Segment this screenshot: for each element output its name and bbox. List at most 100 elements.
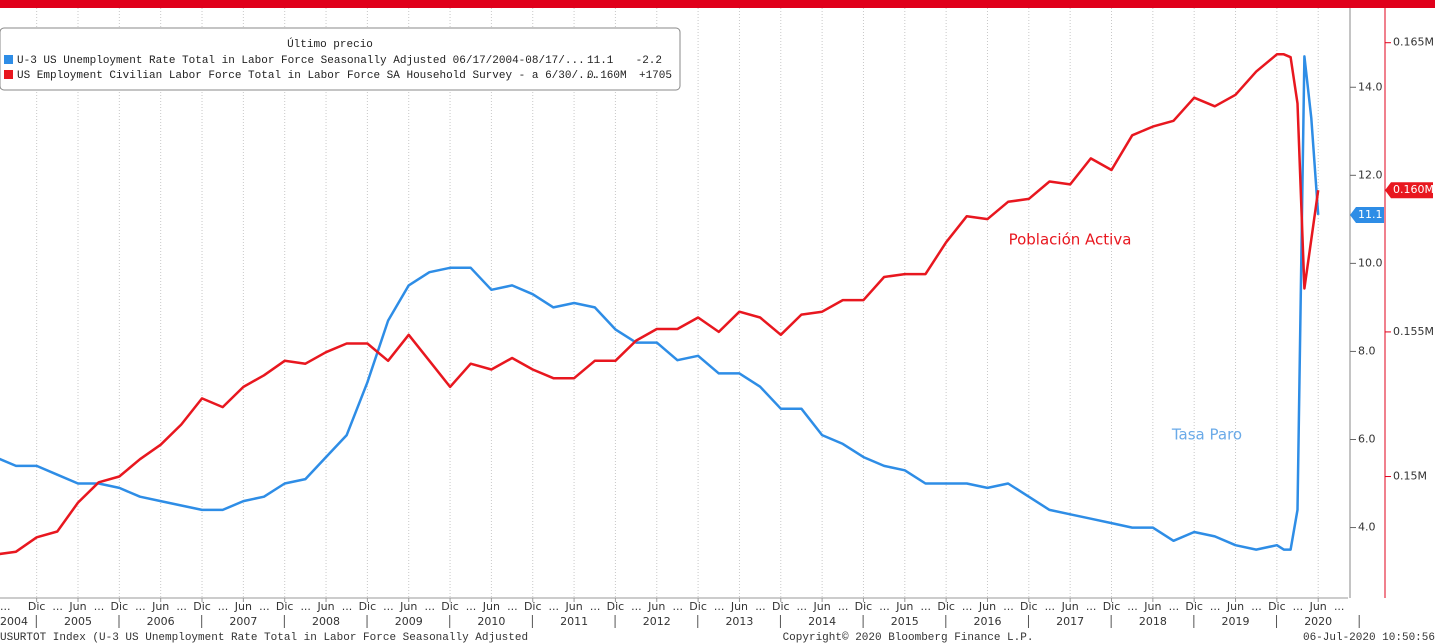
x-tick-label: Jun <box>1226 600 1244 613</box>
x-tick-label: Jun <box>730 600 748 613</box>
x-year-label: 2010 <box>477 615 505 628</box>
series-line <box>0 55 1320 551</box>
footer-timestamp: 06-Jul-2020 10:50:56 <box>1303 632 1435 644</box>
x-tick-label: Dic <box>937 600 955 613</box>
legend-box <box>0 27 681 91</box>
x-tick-label: Jun <box>316 600 334 613</box>
legend-swatch <box>4 70 13 79</box>
x-tick-label: Jun <box>399 600 417 613</box>
x-year-label: 2007 <box>229 615 257 628</box>
x-year-label: 2019 <box>1222 615 1250 628</box>
x-tick-gap: ... <box>135 600 146 613</box>
x-tick-label: Dic <box>193 600 211 613</box>
x-tick-label: Dic <box>1103 600 1121 613</box>
x-tick-label: Dic <box>524 600 542 613</box>
x-year-label: 2015 <box>891 615 919 628</box>
x-tick-label: Jun <box>482 600 500 613</box>
y-tick-label: 6.0 <box>1358 432 1376 445</box>
series-line <box>0 53 1320 556</box>
x-tick-label: Dic <box>441 600 459 613</box>
x-tick-gap: ... <box>1334 600 1345 613</box>
x-year-label: 2008 <box>312 615 340 628</box>
legend-change: +1705 <box>639 70 672 82</box>
legend-last: 0.160M <box>587 70 627 82</box>
legend-label: US Employment Civilian Labor Force Total… <box>17 70 598 82</box>
x-tick-gap: ... <box>466 600 477 613</box>
y-tick-label: 14.0 <box>1358 80 1383 93</box>
x-tick-gap: ... <box>714 600 725 613</box>
x-tick-gap: ... <box>673 600 684 613</box>
x-tick-gap: ... <box>1210 600 1221 613</box>
footer-source: USURTOT Index (U-3 US Unemployment Rate … <box>0 632 528 644</box>
x-tick-label: Jun <box>151 600 169 613</box>
x-year-label: 2005 <box>64 615 92 628</box>
x-tick-gap: ... <box>755 600 766 613</box>
last-value-label: 11.1 <box>1358 208 1383 221</box>
legend-label: U-3 US Unemployment Rate Total in Labor … <box>17 55 585 67</box>
y2-tick-label: 0.15M <box>1393 470 1427 483</box>
x-tick-label: Jun <box>564 600 582 613</box>
x-tick-gap: ... <box>1293 600 1304 613</box>
x-tick-label: Dic <box>276 600 294 613</box>
x-tick-gap: ... <box>921 600 932 613</box>
x-tick-label: Jun <box>234 600 252 613</box>
x-tick-gap: ... <box>548 600 559 613</box>
x-tick-gap: ... <box>176 600 187 613</box>
legend-title: Último precio <box>287 37 373 51</box>
x-year-label: 2017 <box>1056 615 1084 628</box>
x-tick-gap: ... <box>590 600 601 613</box>
x-year-label: 2011 <box>560 615 588 628</box>
x-tick-gap: ... <box>94 600 105 613</box>
x-year-label: 2018 <box>1139 615 1167 628</box>
x-tick-label: Jun <box>813 600 831 613</box>
x-tick-label: Jun <box>895 600 913 613</box>
x-tick-gap: ... <box>879 600 890 613</box>
last-value-tag <box>1350 206 1384 223</box>
annotation: Tasa Paro <box>1171 426 1242 444</box>
x-tick-label: Dic <box>1185 600 1203 613</box>
x-tick-label: Dic <box>855 600 873 613</box>
x-tick-gap: ... <box>1045 600 1056 613</box>
legend-change: -2.2 <box>636 55 662 67</box>
x-year-label: 2006 <box>147 615 175 628</box>
x-tick-gap: ... <box>300 600 311 613</box>
y-tick-label: 12.0 <box>1358 168 1383 181</box>
x-tick-label: Dic <box>689 600 707 613</box>
x-tick-label: Jun <box>68 600 86 613</box>
x-tick-label: Dic <box>111 600 129 613</box>
x-tick-gap: ... <box>383 600 394 613</box>
x-tick-label: Dic <box>28 600 46 613</box>
x-tick-gap: ... <box>631 600 642 613</box>
x-tick-gap: ... <box>218 600 229 613</box>
x-tick-gap: ... <box>0 600 11 613</box>
annotation: Población Activa <box>1009 231 1132 249</box>
x-tick-label: Dic <box>359 600 377 613</box>
x-tick-gap: ... <box>1127 600 1138 613</box>
legend-last: 11.1 <box>587 55 614 67</box>
y2-tick-label: 0.165M <box>1393 36 1434 49</box>
x-tick-label: Dic <box>1268 600 1286 613</box>
top-bar <box>0 0 1435 8</box>
x-tick-gap: ... <box>962 600 973 613</box>
x-tick-gap: ... <box>259 600 270 613</box>
x-year-label: 2009 <box>395 615 423 628</box>
x-tick-label: Dic <box>772 600 790 613</box>
x-tick-label: Dic <box>607 600 625 613</box>
y2-tick-label: 0.155M <box>1393 325 1434 338</box>
x-tick-gap: ... <box>507 600 518 613</box>
x-tick-gap: ... <box>797 600 808 613</box>
x-tick-gap: ... <box>1086 600 1097 613</box>
x-year-label: 2013 <box>725 615 753 628</box>
x-tick-label: Jun <box>978 600 996 613</box>
y-tick-label: 4.0 <box>1358 521 1376 534</box>
x-year-label: 2012 <box>643 615 671 628</box>
x-year-label: 2014 <box>808 615 836 628</box>
x-tick-gap: ... <box>1003 600 1014 613</box>
x-tick-label: Jun <box>1309 600 1327 613</box>
legend: Último precio U-3 US Unemployment Rate T… <box>0 27 681 91</box>
legend-swatch <box>4 55 13 64</box>
x-tick-label: Jun <box>647 600 665 613</box>
x-tick-gap: ... <box>838 600 849 613</box>
